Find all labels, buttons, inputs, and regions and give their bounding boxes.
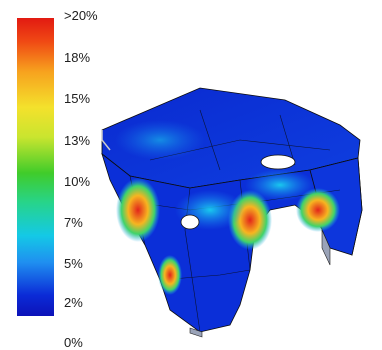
hotspot-lower-left (158, 255, 182, 295)
bracket-model (101, 87, 363, 338)
top-hole (260, 154, 296, 170)
cyan-zone-2 (245, 169, 315, 201)
leg-edge-left (189, 327, 203, 338)
tick-label-15: 15% (64, 91, 91, 106)
tick-label-7: 7% (64, 215, 83, 230)
strain-legend: >20% 18% 15% 13% 10% 7% 5% 2% 0% (0, 0, 120, 350)
hotspot-right (296, 188, 340, 232)
tick-label-10: 10% (64, 174, 91, 189)
tick-label-0: 0% (64, 335, 83, 350)
hotspot-left (116, 178, 160, 242)
tick-label-13: 13% (64, 133, 91, 148)
tick-label-18: 18% (64, 50, 91, 65)
color-scale-bar (17, 18, 54, 316)
leg-edge-right (321, 229, 331, 266)
tick-label-5: 5% (64, 256, 83, 271)
tick-label-20: >20% (64, 8, 98, 23)
cyan-zone-3 (115, 120, 205, 160)
side-hole (180, 214, 200, 230)
tick-label-2: 2% (64, 295, 83, 310)
plate-edge-highlight (101, 130, 111, 151)
